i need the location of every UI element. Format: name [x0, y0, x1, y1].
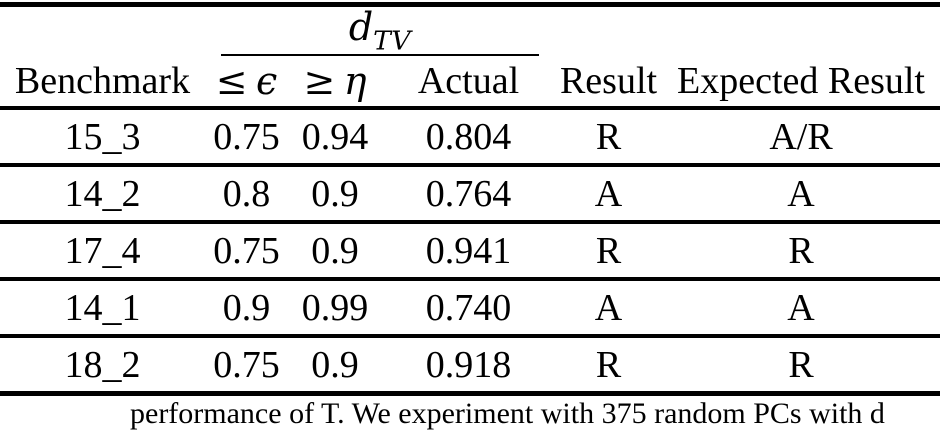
result-cell: A	[555, 279, 662, 338]
table-row: 18_2 0.75 0.9 0.918 R R	[0, 336, 940, 396]
table-group-header-row: dTV	[0, 5, 940, 57]
actual-cell: 0.804	[382, 108, 555, 167]
expected-result-cell: A/R	[662, 108, 940, 167]
table-header-row: Benchmark ≤ ϵ ≥ η Actual Result Expected R…	[0, 56, 940, 110]
eta-cell: 0.9	[288, 222, 382, 281]
actual-cell: 0.918	[382, 336, 555, 396]
table-row: 17_4 0.75 0.9 0.941 R R	[0, 222, 940, 281]
epsilon-cell: 0.75	[205, 108, 288, 167]
dtv-subscript: TV	[373, 25, 412, 56]
table-row: 14_1 0.9 0.99 0.740 A A	[0, 279, 940, 338]
result-cell: R	[555, 108, 662, 167]
table-row: 14_2 0.8 0.9 0.764 A A	[0, 165, 940, 224]
expected-result-cell: A	[662, 165, 940, 224]
column-header-epsilon: ≤ ϵ	[205, 56, 288, 110]
benchmark-cell: 14_2	[0, 165, 205, 224]
benchmark-cell: 15_3	[0, 108, 205, 167]
column-header-expected-result: Expected Result	[662, 56, 940, 110]
benchmark-cell: 18_2	[0, 336, 205, 396]
epsilon-cell: 0.75	[205, 336, 288, 396]
dtv-group-header-cell: dTV	[205, 5, 555, 56]
cmidrule	[221, 54, 539, 56]
epsilon-cell: 0.8	[205, 165, 288, 224]
expected-result-cell: A	[662, 279, 940, 338]
benchmark-cell: 14_1	[0, 279, 205, 338]
actual-cell: 0.764	[382, 165, 555, 224]
dtv-symbol: d	[348, 5, 374, 50]
eta-cell: 0.99	[288, 279, 382, 338]
leq-operator: ≤	[215, 58, 248, 103]
column-header-actual: Actual	[382, 56, 555, 110]
benchmark-results-table: dTV Benchmark ≤ ϵ ≥ η Actual Result Expect…	[0, 2, 940, 396]
table-caption-clipped: performance of T. We experiment with 375…	[130, 397, 885, 430]
eta-cell: 0.9	[288, 336, 382, 396]
column-header-result: Result	[555, 56, 662, 110]
column-header-eta: ≥ η	[288, 56, 382, 110]
eta-cell: 0.9	[288, 165, 382, 224]
empty-cell	[0, 5, 205, 57]
table-row: 15_3 0.75 0.94 0.804 R A/R	[0, 108, 940, 167]
eta-cell: 0.94	[288, 108, 382, 167]
empty-cell	[662, 5, 940, 57]
result-cell: R	[555, 222, 662, 281]
result-cell: R	[555, 336, 662, 396]
empty-cell	[555, 5, 662, 57]
epsilon-cell: 0.9	[205, 279, 288, 338]
epsilon-cell: 0.75	[205, 222, 288, 281]
eta-symbol: η	[343, 58, 367, 103]
benchmark-cell: 17_4	[0, 222, 205, 281]
epsilon-symbol: ϵ	[255, 58, 278, 103]
column-header-benchmark: Benchmark	[0, 56, 205, 110]
expected-result-cell: R	[662, 336, 940, 396]
expected-result-cell: R	[662, 222, 940, 281]
geq-operator: ≥	[303, 58, 336, 103]
actual-cell: 0.740	[382, 279, 555, 338]
result-cell: A	[555, 165, 662, 224]
actual-cell: 0.941	[382, 222, 555, 281]
